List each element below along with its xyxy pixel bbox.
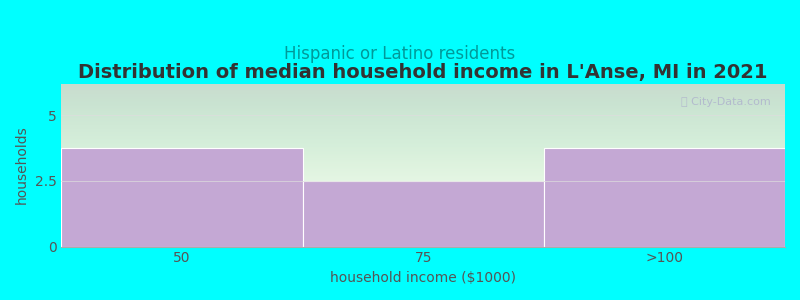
Bar (544, 148, 785, 247)
Bar (62, 148, 302, 247)
Text: ⓘ City-Data.com: ⓘ City-Data.com (681, 97, 770, 106)
Text: Hispanic or Latino residents: Hispanic or Latino residents (284, 45, 516, 63)
X-axis label: household income ($1000): household income ($1000) (330, 271, 516, 285)
Y-axis label: households: households (15, 126, 29, 204)
Bar (302, 181, 544, 247)
Title: Distribution of median household income in L'Anse, MI in 2021: Distribution of median household income … (78, 63, 768, 82)
